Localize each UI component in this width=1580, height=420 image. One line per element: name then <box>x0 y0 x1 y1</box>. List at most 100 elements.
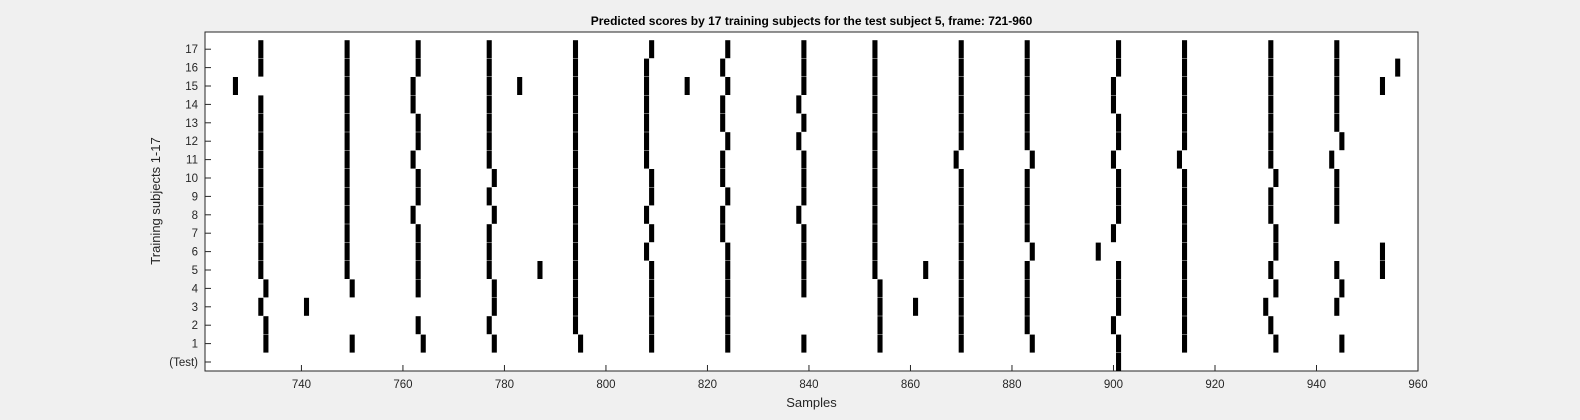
event-mark-16-12 <box>1182 58 1188 77</box>
event-mark-7-12 <box>1182 224 1188 243</box>
event-mark-5-7 <box>725 261 731 279</box>
event-mark-3-13 <box>1334 297 1340 316</box>
x-tick-label-740: 740 <box>292 379 311 391</box>
event-mark-2-9 <box>1110 316 1117 335</box>
event-mark-3-4 <box>649 297 655 316</box>
y-tick-label-17: 17 <box>185 44 198 56</box>
x-tick-label-940: 940 <box>1307 379 1326 391</box>
event-mark-3-6 <box>877 297 883 316</box>
y-tick-label-6: 6 <box>192 247 198 259</box>
event-mark-15-13 <box>1110 77 1117 95</box>
event-mark-3-9 <box>1024 297 1030 316</box>
event-mark-4-1 <box>349 279 355 298</box>
event-mark-10-13 <box>1273 169 1279 187</box>
event-mark-9-3 <box>486 187 492 206</box>
event-mark-15-3 <box>486 77 492 95</box>
event-mark-16-9 <box>958 58 964 77</box>
event-mark-1-12 <box>1182 334 1188 353</box>
event-mark-3-12 <box>1263 297 1269 316</box>
event-mark-8-5 <box>644 205 650 224</box>
event-mark-16-8 <box>872 58 878 77</box>
event-mark-6-14 <box>1379 242 1386 261</box>
y-tick-label-14: 14 <box>185 99 198 111</box>
event-mark-13-12 <box>1182 113 1188 132</box>
event-mark-16-10 <box>1024 58 1030 77</box>
y-tick-label-16: 16 <box>185 63 198 75</box>
event-mark-1-7 <box>801 334 807 353</box>
event-mark-15-9 <box>801 77 807 95</box>
event-mark-2-4 <box>649 316 655 335</box>
event-mark-15-2 <box>410 77 416 95</box>
event-mark-10-9 <box>958 169 964 187</box>
event-mark-5-11 <box>958 261 964 279</box>
event-mark-1-8 <box>877 334 883 353</box>
event-mark-15-17 <box>1379 77 1386 95</box>
event-mark-9-14 <box>1334 187 1340 206</box>
y-tick-label-test: (Test) <box>169 357 198 369</box>
event-mark-10-8 <box>872 169 878 187</box>
y-tick-label-15: 15 <box>185 81 198 93</box>
event-mark-12-11 <box>1116 132 1122 151</box>
x-axis-ticks: 740 760 780 800 820 840 860 880 900 920 940 960 <box>292 365 1428 391</box>
event-mark-11-1 <box>344 150 350 169</box>
event-mark-13-9 <box>958 113 964 132</box>
y-tick-label-10: 10 <box>185 173 198 185</box>
event-mark-6-6 <box>725 242 731 261</box>
event-mark-8-7 <box>796 205 802 224</box>
event-mark-15-0 <box>232 77 238 95</box>
y-axis-label: Training subjects 1-17 <box>148 137 163 264</box>
x-tick-label-960: 960 <box>1408 379 1427 391</box>
event-mark-11-12 <box>1176 150 1182 169</box>
x-tick-label-880: 880 <box>1002 379 1021 391</box>
event-mark-12-1 <box>344 132 350 151</box>
event-mark-2-5 <box>725 316 731 335</box>
event-mark-5-4 <box>537 261 543 279</box>
event-mark-11-4 <box>572 150 579 169</box>
y-tick-label-7: 7 <box>192 228 198 240</box>
x-tick-label-780: 780 <box>495 379 514 391</box>
event-mark-4-13 <box>1273 279 1279 298</box>
event-mark-14-4 <box>572 95 579 114</box>
event-mark-6-9 <box>958 242 964 261</box>
y-tick-label-4: 4 <box>192 283 199 295</box>
event-mark-10-12 <box>1182 169 1188 187</box>
event-mark-13-7 <box>801 113 807 132</box>
event-mark-5-17 <box>1379 261 1386 279</box>
event-mark-2-2 <box>486 316 492 335</box>
event-mark-13-11 <box>1116 113 1122 132</box>
event-mark-17-5 <box>649 40 655 59</box>
event-mark-2-3 <box>572 316 579 335</box>
event-mark-14-5 <box>644 95 650 114</box>
event-mark-8-0 <box>258 205 264 224</box>
event-mark-3-8 <box>958 297 964 316</box>
event-mark-5-3 <box>486 261 492 279</box>
event-mark-6-5 <box>644 242 650 261</box>
event-mark-17-8 <box>872 40 878 59</box>
y-tick-label-9: 9 <box>192 191 198 203</box>
event-mark-5-8 <box>801 261 807 279</box>
x-tick-label-860: 860 <box>901 379 920 391</box>
x-tick-label-820: 820 <box>698 379 717 391</box>
y-tick-label-1: 1 <box>192 339 198 351</box>
event-mark-12-4 <box>572 132 579 151</box>
event-mark-15-15 <box>1268 77 1274 95</box>
event-mark-17-6 <box>725 40 731 59</box>
event-mark-3-10 <box>1116 297 1122 316</box>
event-mark-16-14 <box>1334 58 1340 77</box>
event-mark-8-2 <box>410 205 416 224</box>
event-mark-4-7 <box>801 279 807 298</box>
event-mark-9-10 <box>1024 187 1030 206</box>
event-mark-1-11 <box>1116 334 1122 353</box>
event-mark-17-11 <box>1116 40 1122 59</box>
event-mark-test-0 <box>1116 353 1122 371</box>
event-mark-1-14 <box>1339 334 1345 353</box>
event-mark-14-13 <box>1268 95 1274 114</box>
event-mark-12-9 <box>958 132 964 151</box>
event-mark-16-11 <box>1116 58 1122 77</box>
event-mark-4-2 <box>415 279 421 298</box>
x-tick-label-840: 840 <box>799 379 818 391</box>
event-mark-7-1 <box>344 224 350 243</box>
event-mark-7-11 <box>1110 224 1117 243</box>
event-mark-7-0 <box>258 224 264 243</box>
